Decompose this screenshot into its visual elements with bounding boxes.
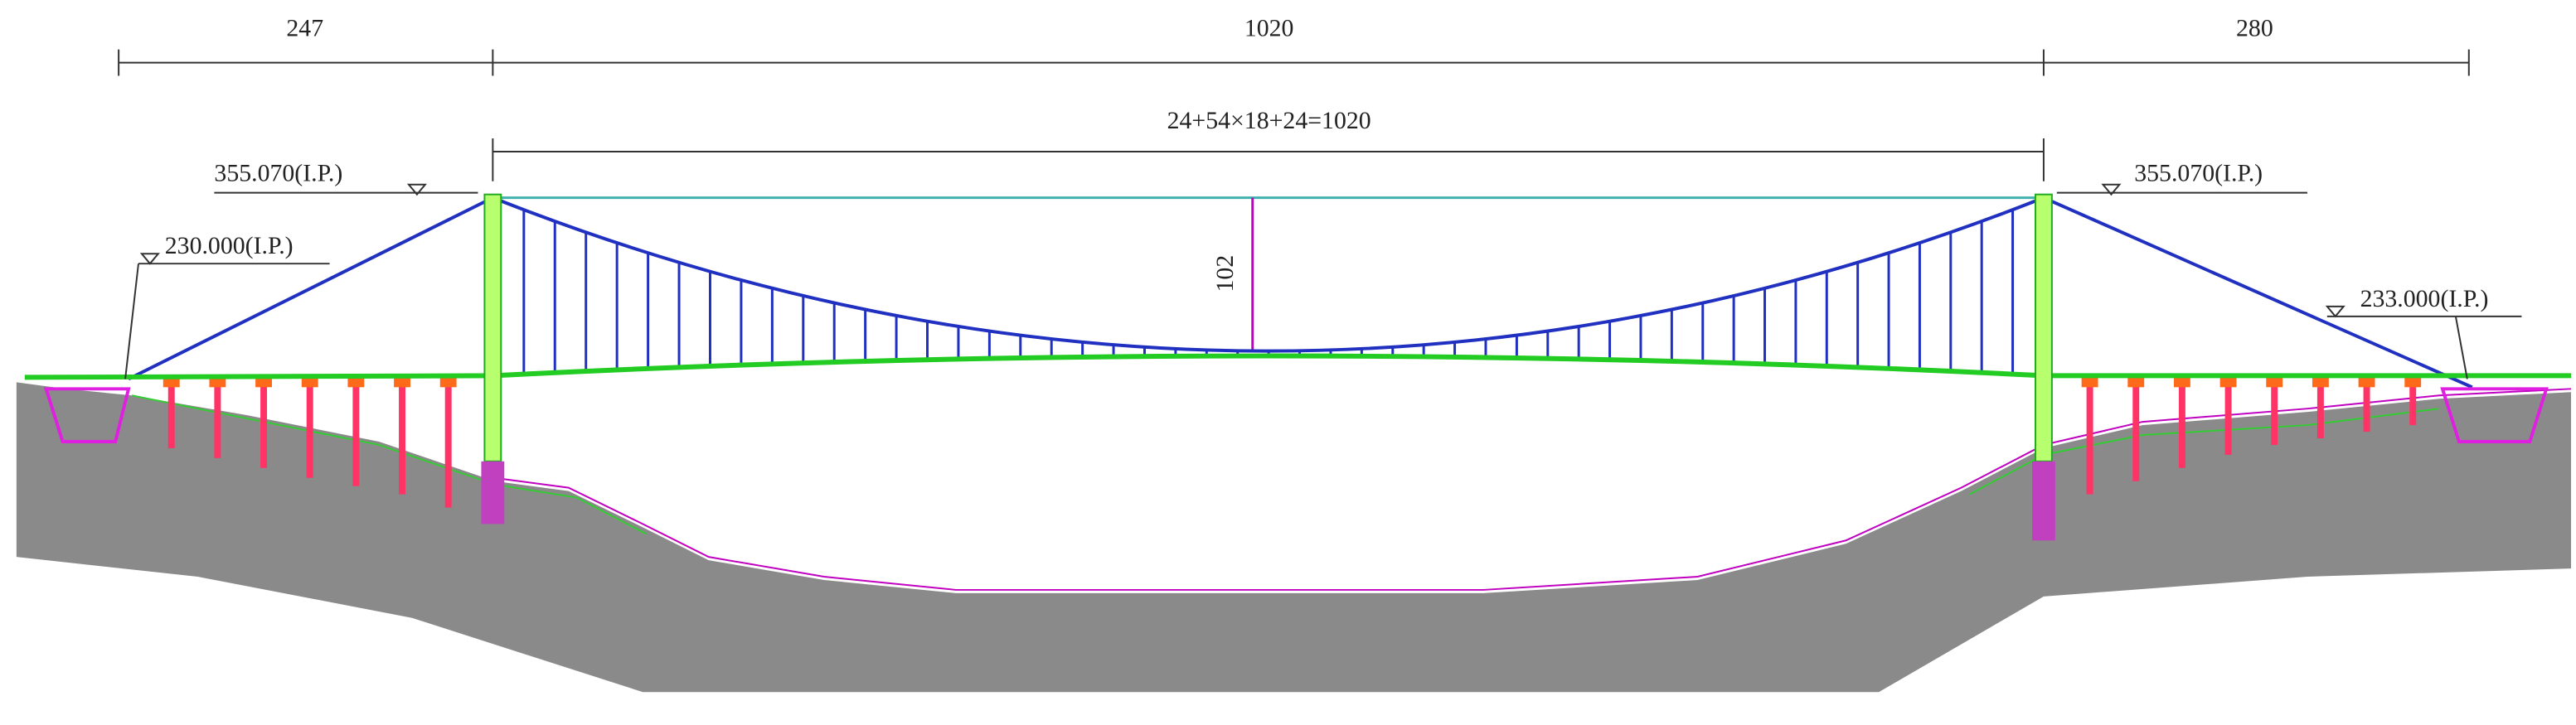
pier-cap <box>2127 377 2145 388</box>
approach-pier <box>2316 379 2324 438</box>
elevation-label: 355.070(I.P.) <box>2134 160 2263 187</box>
ground <box>16 382 2572 693</box>
span-label: 1020 <box>1244 15 1294 42</box>
approach-pier <box>444 379 452 508</box>
approach-pier <box>214 379 221 458</box>
pier-cap <box>347 377 365 388</box>
sag-label: 102 <box>1211 255 1239 292</box>
pier-cap <box>2404 377 2422 388</box>
dimension-lines <box>118 49 2470 351</box>
pier-cap <box>255 377 272 388</box>
backstay <box>128 196 494 381</box>
pier-cap <box>2219 377 2237 388</box>
approach-pier <box>2271 379 2278 445</box>
pier-cap <box>2266 377 2283 388</box>
elevation-leaders <box>124 183 2522 379</box>
pier-cap <box>301 377 318 388</box>
deck <box>24 353 2572 380</box>
pier-cap <box>2173 377 2190 388</box>
backstay <box>2043 196 2473 389</box>
anchorage <box>2440 387 2549 443</box>
pier-cap <box>2358 377 2375 388</box>
approach-pier <box>167 379 175 448</box>
ground-line <box>131 394 2440 535</box>
approach-pier <box>2224 379 2232 455</box>
pier-cap <box>394 377 410 388</box>
approach-pier <box>306 379 313 478</box>
main-cable <box>492 196 2045 353</box>
span-label: 280 <box>2236 15 2273 42</box>
approach-pier <box>352 379 360 486</box>
tower <box>481 193 2055 541</box>
approach-pier <box>2409 379 2417 426</box>
approach-pier <box>260 379 268 468</box>
span-formula: 24+54×18+24=1020 <box>1167 107 1371 134</box>
approach-pier <box>2363 379 2370 433</box>
approach-piers <box>163 377 2422 508</box>
pier-cap <box>209 377 226 388</box>
approach-pier <box>2178 379 2185 468</box>
pier-cap <box>163 377 180 388</box>
approach-pier <box>2086 379 2093 495</box>
elevation-label: 355.070(I.P.) <box>214 160 342 187</box>
approach-pier <box>399 379 406 495</box>
ground-line <box>494 388 2572 591</box>
pier-cap <box>2081 377 2098 388</box>
pier-cap <box>439 377 457 388</box>
anchorage <box>43 387 131 443</box>
span-label: 247 <box>286 15 323 42</box>
pier-cap <box>2312 377 2329 388</box>
elevation-label: 230.000(I.P.) <box>165 232 293 259</box>
hangers <box>522 210 2015 375</box>
elevation-label: 233.000(I.P.) <box>2360 285 2489 312</box>
approach-pier <box>2132 379 2140 481</box>
